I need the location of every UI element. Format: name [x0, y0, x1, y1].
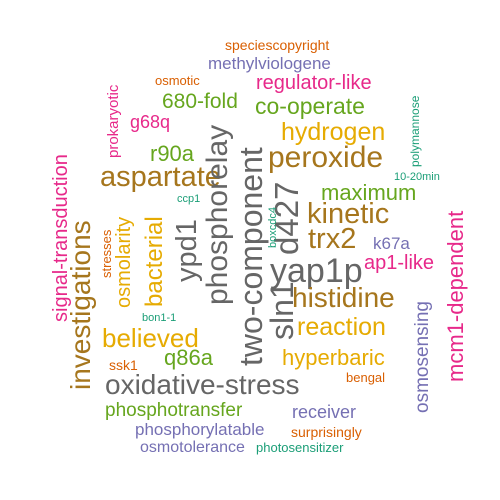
word-ccp1: ccp1: [177, 193, 201, 205]
word-g68q: g68q: [130, 112, 171, 132]
word-receiver: receiver: [292, 402, 357, 422]
word-osmosensing: osmosensing: [412, 301, 433, 413]
word-10-20min: 10-20min: [394, 171, 440, 183]
word-surprisingly: surprisingly: [291, 424, 362, 440]
word-believed: believed: [102, 323, 199, 353]
word-investigations: investigations: [65, 220, 96, 390]
word-trx2: trx2: [308, 223, 357, 255]
word-osmotic: osmotic: [155, 73, 200, 88]
word-two-component: two-component: [233, 147, 269, 366]
word-phosphorylatable: phosphorylatable: [135, 420, 265, 439]
word-speciescopyright: speciescopyright: [225, 37, 330, 53]
word-ssk1: ssk1: [109, 357, 138, 373]
word-ap1-like: ap1-like: [364, 252, 435, 274]
word-kinetic: kinetic: [307, 198, 390, 230]
word-maximum: maximum: [321, 180, 417, 205]
word-yap1p: yap1p: [270, 252, 363, 290]
word-boxcdc4: boxcdc4: [267, 207, 279, 248]
word-peroxide: peroxide: [268, 141, 384, 174]
word-stresses: stresses: [99, 229, 114, 278]
word-aspartate: aspartate: [100, 161, 221, 193]
word-photosensitizer: photosensitizer: [256, 440, 344, 455]
word-hyperbaric: hyperbaric: [282, 345, 385, 370]
word-phosphotransfer: phosphotransfer: [105, 400, 243, 421]
word-prokaryotic: prokaryotic: [105, 84, 122, 158]
word-co-operate: co-operate: [255, 93, 365, 119]
word-bacterial: bacterial: [141, 216, 168, 307]
word-r90a: r90a: [150, 141, 195, 166]
word-polymannose: polymannose: [408, 95, 422, 167]
word-regulator-like: regulator-like: [256, 72, 372, 94]
word-k67a: k67a: [373, 234, 410, 253]
word-reaction: reaction: [297, 313, 386, 341]
word-q86a: q86a: [164, 345, 213, 370]
word-ypd1: ypd1: [171, 219, 203, 282]
word-bon1-1: bon1-1: [142, 312, 177, 324]
word-phosphorelay: phosphorelay: [201, 124, 234, 305]
word-bengal: bengal: [346, 370, 386, 385]
word-oxidative-stress: oxidative-stress: [105, 369, 300, 400]
word-osmotolerance: osmotolerance: [140, 439, 245, 456]
word-methylviologene: methylviologene: [208, 54, 331, 73]
word-hydrogen: hydrogen: [281, 118, 386, 146]
word-osmolarity: osmolarity: [113, 216, 135, 308]
word-mcm1-dependent: mcm1-dependent: [443, 210, 468, 382]
word-histidine: histidine: [292, 282, 395, 313]
word-sln1: sln1: [264, 281, 300, 340]
word-680-fold: 680-fold: [162, 90, 238, 113]
